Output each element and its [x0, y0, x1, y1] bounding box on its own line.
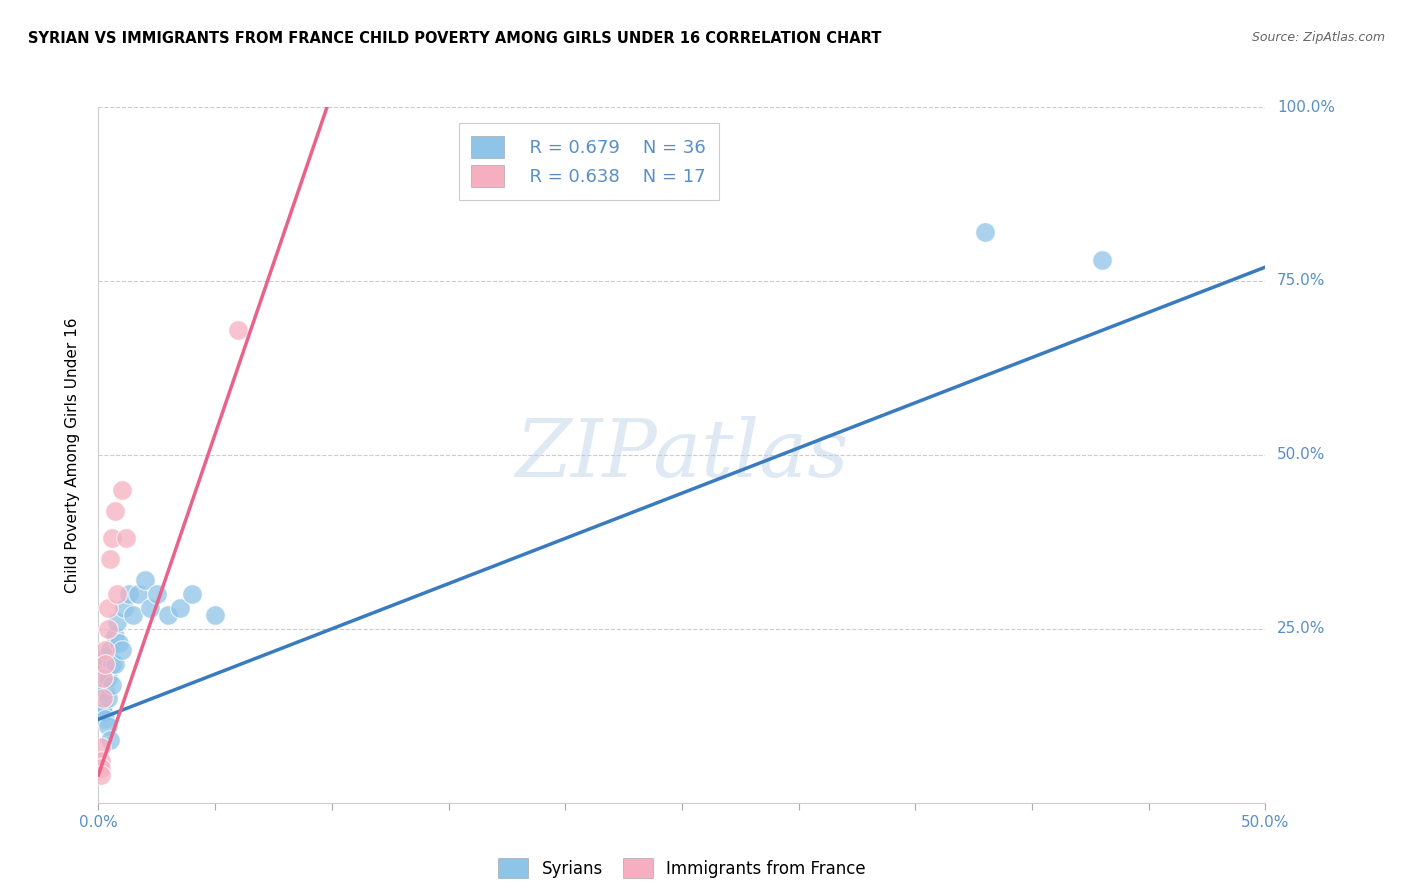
Point [146, 587, 169, 601]
Point [97, 601, 120, 615]
Point [134, 573, 156, 587]
Point [90, 754, 112, 768]
Point [180, 587, 202, 601]
Point [204, 607, 226, 622]
Point [1091, 253, 1114, 268]
Point [108, 636, 131, 650]
Point [98, 733, 121, 747]
Point [101, 677, 124, 691]
Point [104, 629, 127, 643]
Point [90, 691, 112, 706]
Point [111, 642, 134, 657]
Point [90, 740, 112, 755]
Point [112, 601, 135, 615]
Text: ZIPatlas: ZIPatlas [515, 417, 849, 493]
Point [97, 691, 120, 706]
Text: 50.0%: 50.0% [1277, 448, 1326, 462]
Point [105, 615, 128, 629]
Point [90, 768, 112, 782]
Point [101, 657, 124, 671]
Text: 100.0%: 100.0% [1277, 100, 1336, 114]
Point [97, 719, 120, 733]
Point [94, 657, 117, 671]
Point [94, 712, 117, 726]
Point [104, 657, 127, 671]
Point [157, 607, 180, 622]
Point [115, 532, 138, 546]
Point [101, 532, 124, 546]
Point [974, 225, 997, 239]
Point [90, 761, 112, 775]
Point [105, 587, 128, 601]
Point [228, 323, 250, 337]
Point [91, 664, 114, 678]
Point [91, 677, 114, 691]
Point [98, 642, 121, 657]
Legend: Syrians, Immigrants from France: Syrians, Immigrants from France [492, 851, 872, 885]
Point [91, 706, 114, 720]
Point [139, 601, 162, 615]
Point [98, 552, 121, 566]
Point [90, 671, 112, 685]
Point [94, 649, 117, 664]
Text: SYRIAN VS IMMIGRANTS FROM FRANCE CHILD POVERTY AMONG GIRLS UNDER 16 CORRELATION : SYRIAN VS IMMIGRANTS FROM FRANCE CHILD P… [28, 31, 882, 46]
Point [91, 671, 114, 685]
Point [169, 601, 191, 615]
Point [91, 691, 114, 706]
Point [94, 684, 117, 698]
Point [91, 698, 114, 713]
Point [122, 607, 145, 622]
Text: 25.0%: 25.0% [1277, 622, 1326, 636]
Point [111, 483, 134, 497]
Text: Source: ZipAtlas.com: Source: ZipAtlas.com [1251, 31, 1385, 45]
Point [97, 622, 120, 636]
Text: 75.0%: 75.0% [1277, 274, 1326, 288]
Point [104, 503, 127, 517]
Point [90, 657, 112, 671]
Point [118, 587, 141, 601]
Y-axis label: Child Poverty Among Girls Under 16: Child Poverty Among Girls Under 16 [65, 318, 80, 592]
Point [127, 587, 149, 601]
Point [97, 671, 120, 685]
Point [90, 684, 112, 698]
Point [94, 642, 117, 657]
